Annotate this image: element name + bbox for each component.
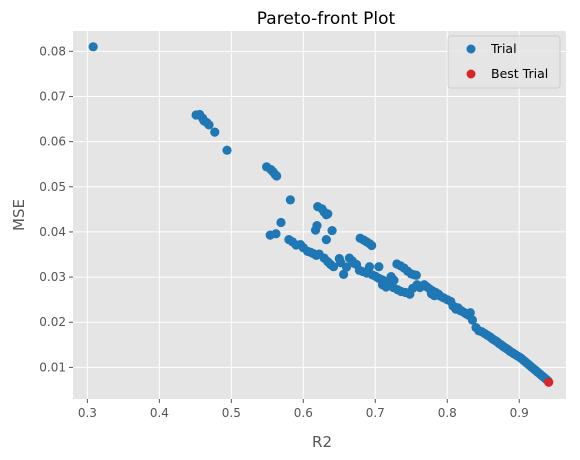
trial-point	[328, 262, 339, 272]
legend-box	[447, 35, 561, 89]
y-tick-label: 0.03	[39, 270, 66, 284]
trial-point	[271, 229, 281, 239]
trial-point	[467, 315, 478, 325]
x-tick-label: 0.7	[366, 406, 385, 420]
trial-point	[321, 235, 331, 245]
trial-point	[465, 308, 475, 318]
y-tick-label: 0.05	[39, 180, 66, 194]
trial-point	[276, 217, 286, 228]
trial-point	[381, 282, 391, 292]
trial-point	[374, 262, 384, 272]
trial-point	[327, 225, 337, 236]
trial-point	[341, 262, 352, 272]
x-tick-label: 0.5	[222, 406, 241, 420]
trial-point	[389, 275, 399, 285]
y-tick-label: 0.01	[39, 360, 66, 374]
trial-point	[272, 171, 282, 181]
trial-point	[204, 120, 214, 130]
trial-point	[367, 240, 377, 251]
x-tick-label: 0.9	[510, 406, 529, 420]
x-axis-ticks: 0.3 0.4 0.5 0.6 0.7 0.8 0.9	[78, 399, 529, 420]
best-trial-point	[544, 377, 554, 387]
data-points	[88, 42, 554, 387]
y-tick-label: 0.06	[39, 135, 66, 149]
trial-point	[285, 195, 295, 205]
legend-marker-trial	[466, 44, 476, 54]
legend-label-trial: Trial	[490, 41, 517, 56]
x-tick-label: 0.6	[294, 406, 313, 420]
chart-title: Pareto-front Plot	[257, 9, 396, 29]
y-axis-label: MSE	[10, 199, 28, 231]
trial-point	[222, 145, 232, 155]
y-tick-label: 0.07	[39, 89, 66, 103]
y-axis-ticks: 0.01 0.02 0.03 0.04 0.05 0.06 0.07 0.08	[39, 44, 73, 374]
trial-point	[210, 127, 220, 137]
trial-point	[339, 269, 349, 279]
trial-point	[411, 270, 421, 280]
y-tick-label: 0.08	[39, 44, 66, 58]
x-axis-label: R2	[312, 433, 332, 451]
trial-point	[323, 209, 333, 219]
legend-marker-best-trial	[466, 69, 476, 79]
x-tick-label: 0.4	[150, 406, 169, 420]
x-tick-label: 0.3	[78, 406, 97, 420]
trial-point	[312, 221, 322, 231]
trial-point	[364, 262, 375, 272]
y-tick-label: 0.04	[39, 225, 66, 239]
legend: Trial Best Trial	[447, 35, 561, 89]
legend-label-best-trial: Best Trial	[491, 66, 548, 81]
x-tick-label: 0.8	[438, 406, 457, 420]
trial-point	[88, 42, 98, 52]
y-tick-label: 0.02	[39, 315, 66, 329]
